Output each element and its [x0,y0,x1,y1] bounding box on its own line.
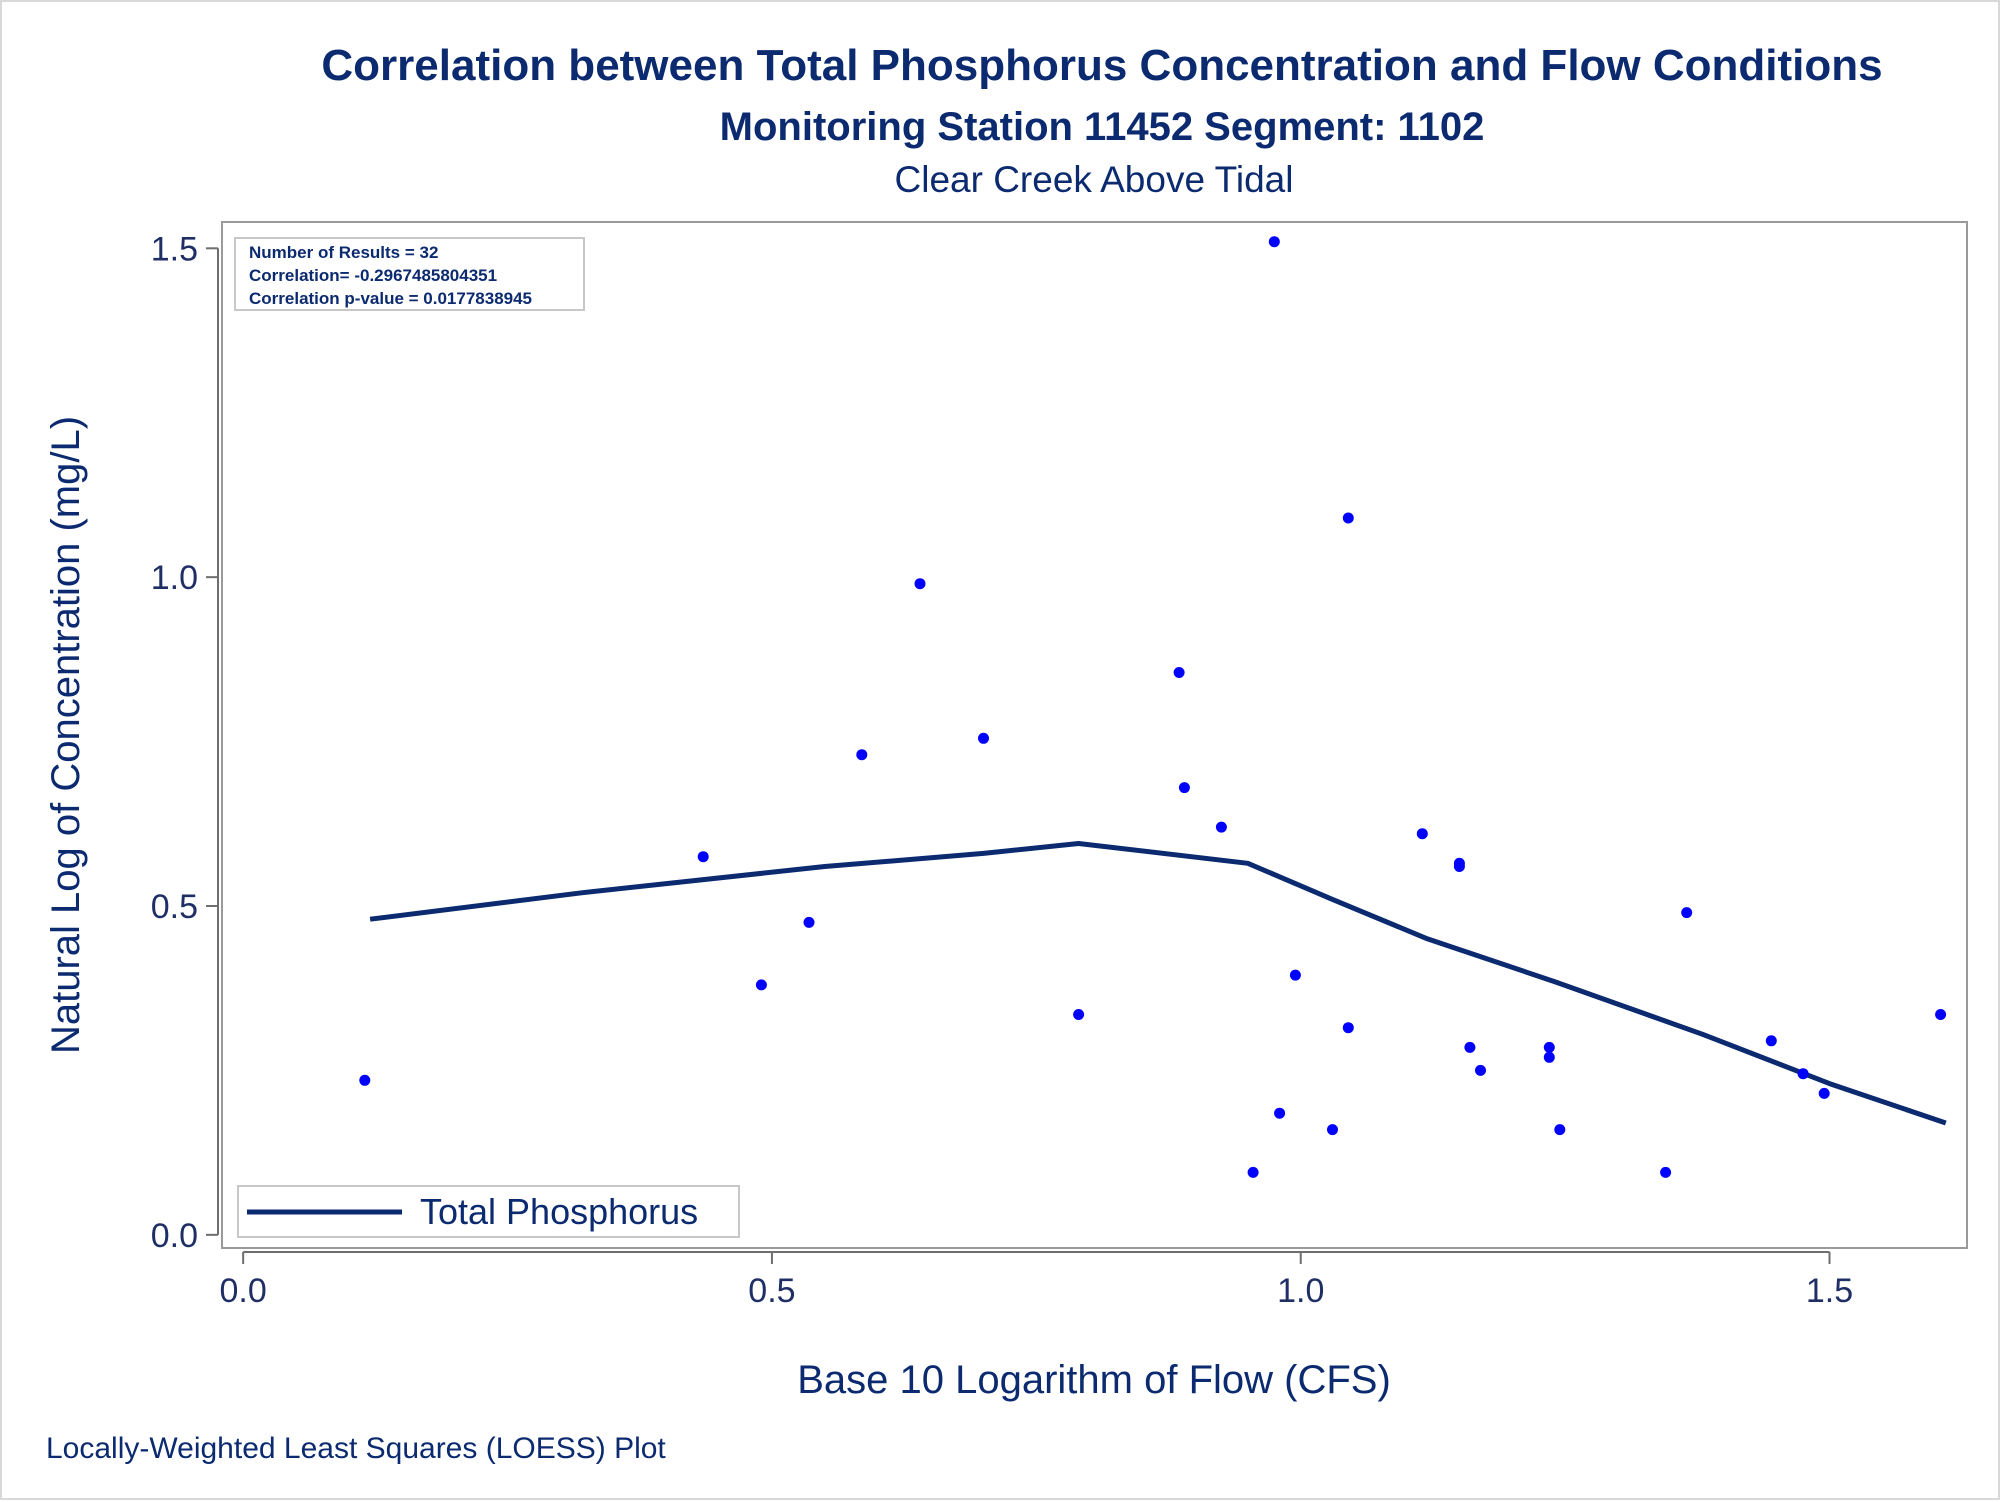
scatter-point [359,1074,371,1086]
scatter-point [1554,1124,1566,1136]
chart-title: Correlation between Total Phosphorus Con… [321,41,1882,90]
scatter-point [1818,1087,1830,1099]
scatter-point [1543,1041,1555,1053]
scatter-point [1935,1009,1947,1020]
scatter-point [1327,1124,1338,1136]
x-axis-label: Base 10 Logarithm of Flow (CFS) [797,1358,1391,1402]
scatter-point [1274,1107,1286,1119]
x-tick-label: 0.0 [220,1272,267,1310]
y-axis: 0.0 0.5 1.0 1.5 [151,230,219,1255]
x-axis: 0.0 0.5 1.0 1.5 [220,1251,1853,1310]
plot-area [221,221,1968,1249]
scatter-point [914,578,926,590]
x-tick-label: 0.5 [748,1272,795,1310]
scatter-point [1268,236,1280,248]
y-tick-label: 0.0 [151,1217,198,1255]
scatter-point [1660,1166,1672,1178]
legend-label-total-phosphorus: Total Phosphorus [420,1191,698,1232]
stat-p-value: Correlation p-value = 0.0177838945 [249,289,532,308]
legend: Total Phosphorus [237,1185,740,1238]
scatter-point [1073,1009,1085,1020]
chart-subtitle: Monitoring Station 11452 Segment: 1102 [720,105,1485,149]
scatter-point [978,732,989,744]
stat-number-of-results: Number of Results = 32 [249,243,438,262]
scatter-point [1453,861,1465,872]
scatter-point [1173,667,1185,678]
scatter-point [1475,1064,1486,1076]
scatter-point [1247,1166,1259,1178]
scatter-point [1215,821,1227,833]
loess-line-total-phosphorus [369,841,1947,1126]
scatter-point [697,851,709,863]
scatter-point [1464,1041,1476,1053]
stat-correlation: Correlation= -0.2967485804351 [249,266,497,285]
scatter-point [1289,969,1301,981]
scatter-point [1342,512,1354,524]
y-tick-label: 0.5 [151,888,198,926]
chart-subtitle-2: Clear Creek Above Tidal [895,159,1294,200]
chart-footnote: Locally-Weighted Least Squares (LOESS) P… [46,1432,666,1465]
y-tick-label: 1.0 [151,559,198,597]
x-tick-label: 1.0 [1277,1272,1324,1310]
loess-layer [369,841,1947,1126]
y-tick-label: 1.5 [151,230,198,268]
scatter-point [803,916,815,928]
scatter-point [755,979,767,991]
scatter-point [856,749,868,761]
scatter-point [1797,1068,1809,1080]
scatter-point [1178,782,1190,794]
x-tick-label: 1.5 [1806,1272,1853,1310]
scatter-point [1342,1022,1354,1034]
scatter-point [1681,907,1693,919]
stats-box: Number of Results = 32 Correlation= -0.2… [234,237,585,311]
y-axis-label: Natural Log of Concentration (mg/L) [44,416,88,1054]
scatter-point [1543,1051,1555,1063]
scatter-point [1416,828,1428,840]
scatter-point [1765,1035,1777,1047]
points-layer [359,236,1947,1178]
